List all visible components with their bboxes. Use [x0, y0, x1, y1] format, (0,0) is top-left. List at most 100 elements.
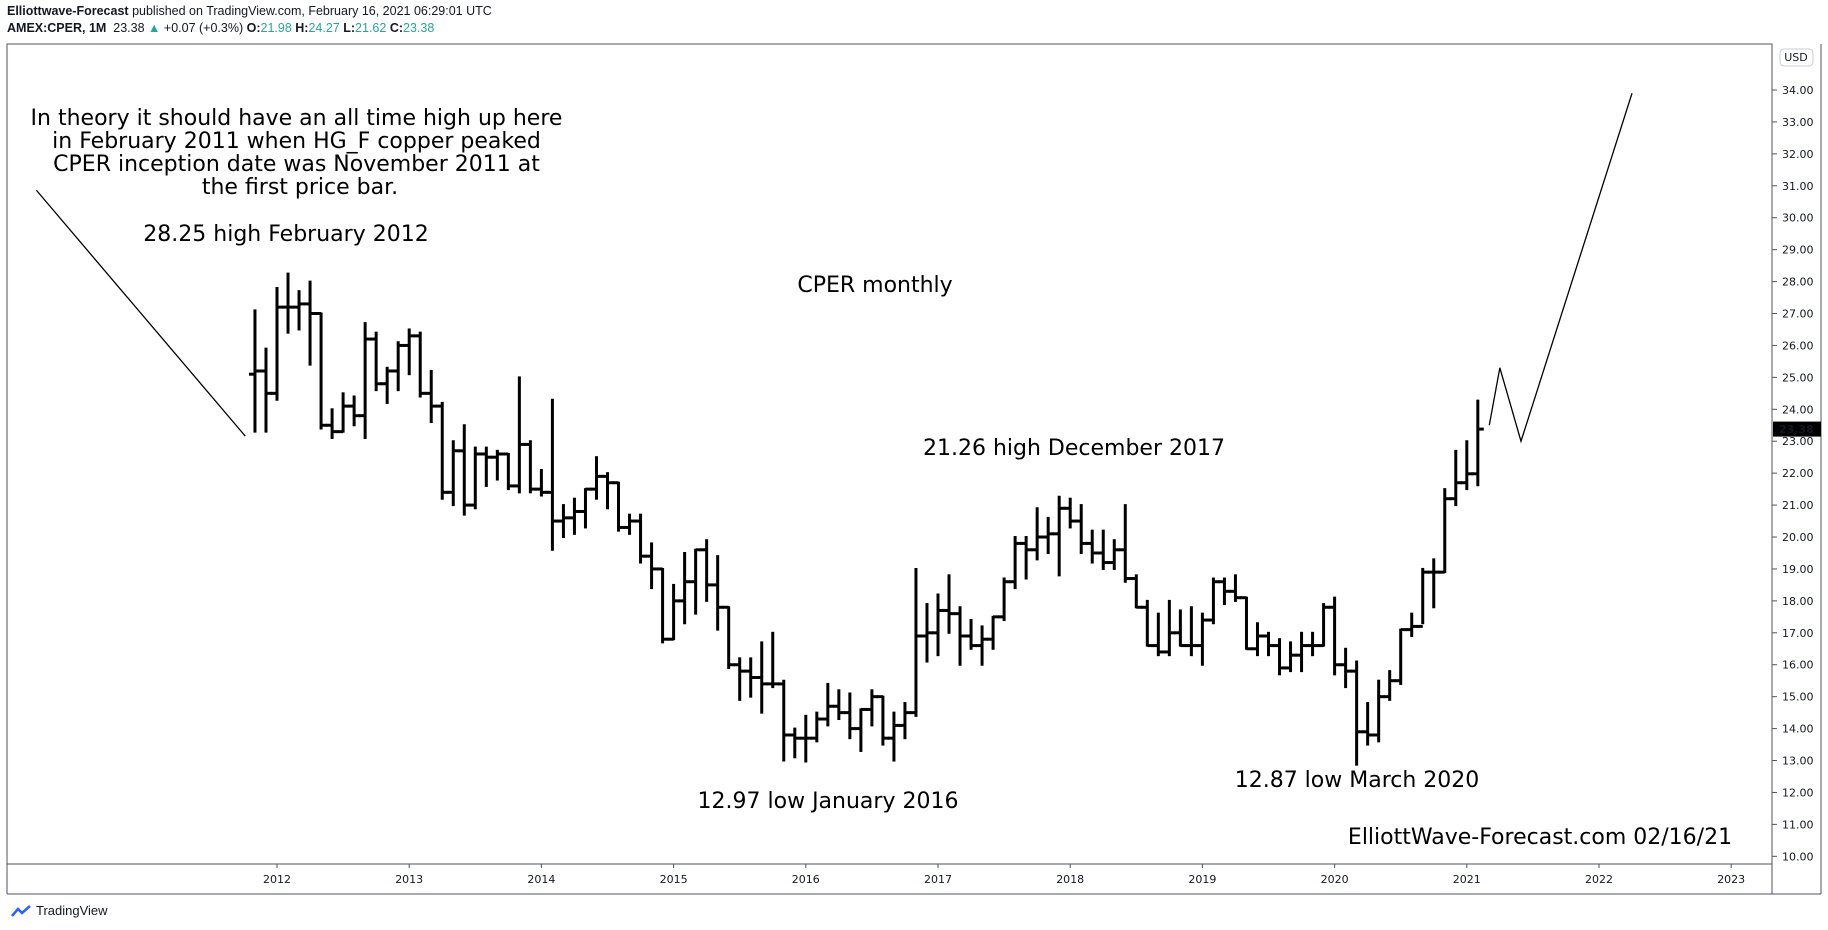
ohlc-bar [832, 689, 845, 721]
ohlc-bar [1020, 536, 1033, 580]
x-tick-label: 2018 [1056, 873, 1084, 886]
ohlc-bar [1394, 628, 1407, 685]
ohlc-bar [590, 456, 603, 500]
ohlc-bar [337, 392, 350, 434]
ohlc-bar [766, 631, 779, 689]
ohlc-bar [943, 574, 956, 634]
ohlc-bar [744, 657, 757, 698]
ohlc-bar [1317, 603, 1330, 648]
ohlc-bar [678, 551, 691, 625]
ohlc-bar [1130, 574, 1143, 609]
ohlc-bar [403, 328, 416, 376]
projection-line [1488, 92, 1633, 444]
ohlc-bar [1196, 612, 1209, 666]
y-tick-label: 29.00 [1782, 244, 1814, 257]
ohlc-bar [304, 280, 317, 366]
y-tick-label: 25.00 [1782, 371, 1814, 384]
ohlc-bar [1284, 641, 1297, 673]
x-tick-label: 2023 [1717, 873, 1745, 886]
pre-inception-line [35, 189, 246, 437]
cloud-chart-icon [11, 904, 31, 917]
ohlc-bar [326, 408, 339, 440]
ohlc-bar [381, 366, 394, 404]
ohlc-bar [293, 290, 306, 331]
x-tick-label: 2020 [1321, 873, 1349, 886]
ohlc-bar [1251, 622, 1264, 657]
y-tick-label: 11.00 [1782, 818, 1814, 831]
ohlc-bar [601, 472, 614, 510]
y-tick-label: 20.00 [1782, 531, 1814, 544]
y-tick-label: 32.00 [1782, 148, 1814, 161]
ohlc-bar [568, 497, 581, 535]
ohlc-bar [645, 542, 658, 590]
ohlc-bar [359, 322, 372, 440]
y-tick-label: 10.00 [1782, 850, 1814, 863]
ohlc-bar [579, 487, 592, 529]
watermark: ElliottWave-Forecast.com 02/16/21 [1348, 825, 1732, 850]
ohlc-bar [656, 567, 669, 644]
y-tick-label: 26.00 [1782, 339, 1814, 352]
ohlc-bar [1108, 539, 1121, 570]
high-2012-label: 28.25 high February 2012 [143, 222, 428, 247]
high-2017-label: 21.26 high December 2017 [923, 436, 1225, 461]
ohlc-bar [502, 452, 515, 491]
ohlc-bar [1383, 670, 1396, 701]
currency-button[interactable] [1779, 48, 1814, 67]
ohlc-bar [1350, 660, 1363, 766]
publish-text: published on TradingView.com, February 1… [132, 4, 492, 18]
ohlc-bar [535, 468, 548, 497]
ohlc-bar [1031, 507, 1044, 561]
last-price: 23.38 [113, 21, 145, 35]
open-label: O: [246, 21, 261, 35]
ohlc-bar [1438, 488, 1451, 574]
currency-label: USD [1784, 51, 1808, 64]
ohlc-bar [1460, 440, 1473, 491]
x-tick-label: 2017 [924, 873, 952, 886]
ohlc-bar [1339, 647, 1352, 689]
tradingview-logo[interactable]: TradingView [10, 903, 108, 918]
y-tick-label: 18.00 [1782, 595, 1814, 608]
ohlc-bar [667, 583, 680, 641]
y-tick-label: 21.00 [1782, 499, 1814, 512]
y-tick-label: 28.00 [1782, 276, 1814, 289]
ohlc-bar [1152, 612, 1165, 657]
ohlc-bar [469, 446, 482, 510]
ohlc-bar [1449, 449, 1462, 507]
ohlc-bar [447, 440, 460, 507]
ohlc-bar [458, 424, 471, 516]
author-name[interactable]: Elliottwave-Forecast [7, 4, 129, 18]
symbol-label: AMEX:CPER, 1M [7, 21, 107, 35]
y-tick-label: 23.00 [1782, 435, 1814, 448]
ohlc-bar [1009, 536, 1022, 590]
ohlc-bar [1042, 516, 1055, 554]
low-2020-label: 12.87 low March 2020 [1235, 768, 1480, 793]
ohlc-bar [623, 513, 636, 535]
y-tick-label: 17.00 [1782, 627, 1814, 640]
last-price-label: 23.38 [1779, 423, 1814, 436]
ohlc-bar [1405, 612, 1418, 638]
close-label: C: [389, 21, 404, 35]
ohlc-bar [1295, 631, 1308, 673]
ohlc-bar [425, 369, 438, 424]
ohlc-bar [436, 401, 449, 500]
ohlc-bar [612, 481, 625, 532]
y-tick-label: 15.00 [1782, 691, 1814, 704]
ohlc-bar [1064, 497, 1077, 529]
ohlc-bar [1075, 504, 1088, 554]
ohlc-bar [248, 309, 261, 433]
ohlc-bar [788, 727, 801, 759]
ohlc-bar [1207, 577, 1220, 625]
ohlc-bar [1141, 599, 1154, 648]
ohlc-bar [1427, 558, 1440, 609]
ohlc-bar [898, 702, 911, 740]
ohlc-bar [1328, 596, 1341, 676]
y-tick-label: 30.00 [1782, 212, 1814, 225]
ohlc-bar [1053, 495, 1066, 577]
ohlc-bar [920, 603, 933, 663]
ohlc-bar [711, 555, 724, 631]
ohlc-bar [1471, 399, 1484, 487]
x-tick-label: 2013 [395, 873, 423, 886]
ohlc-bar [876, 695, 889, 746]
y-tick-label: 19.00 [1782, 563, 1814, 576]
